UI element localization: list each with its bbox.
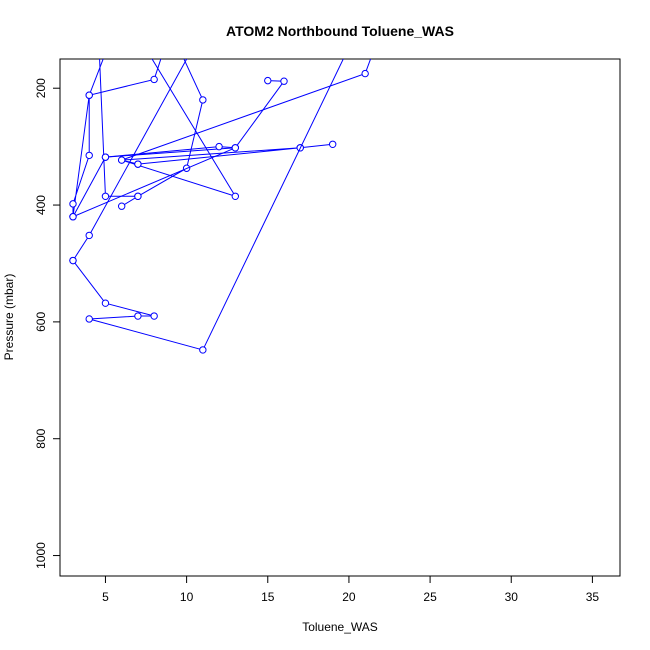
data-point (134, 192, 142, 200)
data-point (85, 315, 93, 323)
data-point (69, 256, 77, 265)
data-point (199, 346, 207, 354)
y-tick-label: 600 (34, 312, 48, 332)
data-point (231, 192, 240, 200)
x-tick-label: 20 (342, 590, 356, 604)
y-tick-label: 200 (34, 78, 48, 98)
x-tick-label: 30 (505, 590, 519, 604)
data-point (85, 231, 93, 240)
data-point (150, 312, 158, 320)
y-axis: 200 400 600 800 1000 (34, 78, 60, 569)
data-point (117, 202, 126, 210)
data-point (101, 299, 110, 307)
x-axis: 5 10 15 20 25 30 35 (102, 576, 599, 604)
x-tick-label: 25 (423, 590, 437, 604)
data-point (215, 142, 223, 151)
data-point (361, 69, 369, 78)
data-point (102, 50, 108, 56)
data-point (135, 32, 141, 38)
data-point (101, 153, 110, 161)
data-point (85, 151, 93, 160)
data-point (85, 91, 93, 99)
data-point (134, 312, 142, 320)
data-point (150, 75, 158, 84)
x-tick-label: 5 (102, 590, 109, 604)
data-point (280, 77, 288, 85)
data-point (69, 200, 77, 208)
x-tick-label: 15 (261, 590, 275, 604)
data-point (199, 96, 207, 104)
series-line-4 (121, 59, 372, 198)
data-point (231, 144, 240, 152)
data-point (94, 3, 100, 9)
series-layer (69, 3, 372, 354)
data-point (69, 213, 77, 221)
series-line-3 (72, 59, 236, 218)
plot-area (59, 58, 621, 577)
data-point (117, 156, 126, 164)
y-tick-label: 1000 (34, 542, 48, 569)
data-point (101, 192, 110, 200)
x-axis-label: Toluene_WAS (302, 620, 378, 634)
series-line-1 (99, 59, 204, 207)
chart-title: ATOM2 Northbound Toluene_WAS (226, 23, 454, 39)
y-axis-label: Pressure (mbar) (2, 274, 16, 361)
data-point (134, 160, 142, 168)
series-line-2 (105, 80, 285, 158)
data-point (167, 27, 173, 33)
data-point (200, 27, 206, 33)
data-point (264, 76, 272, 85)
data-point (346, 44, 352, 50)
y-tick-label: 800 (34, 428, 48, 448)
series-line-5 (72, 59, 344, 351)
data-point (167, 27, 173, 33)
x-tick-label: 35 (586, 590, 600, 604)
x-tick-label: 10 (180, 590, 194, 604)
y-tick-label: 400 (34, 195, 48, 215)
data-point (328, 140, 337, 148)
